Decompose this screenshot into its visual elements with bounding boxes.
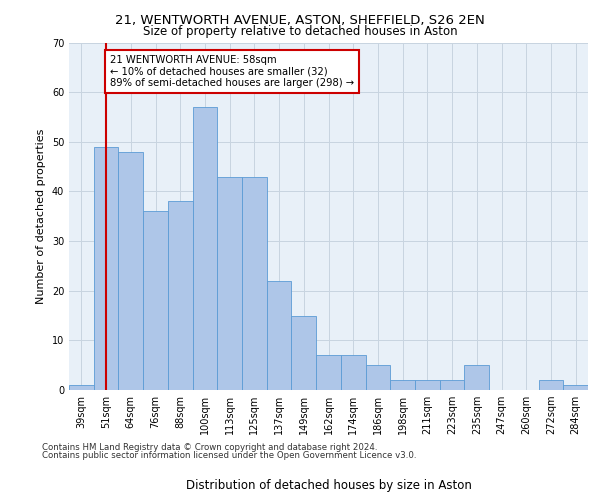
Bar <box>415 380 440 390</box>
Bar <box>242 176 267 390</box>
Text: 21 WENTWORTH AVENUE: 58sqm
← 10% of detached houses are smaller (32)
89% of semi: 21 WENTWORTH AVENUE: 58sqm ← 10% of deta… <box>110 55 354 88</box>
Bar <box>440 380 464 390</box>
Text: 21, WENTWORTH AVENUE, ASTON, SHEFFIELD, S26 2EN: 21, WENTWORTH AVENUE, ASTON, SHEFFIELD, … <box>115 14 485 27</box>
Text: Distribution of detached houses by size in Aston: Distribution of detached houses by size … <box>186 480 472 492</box>
Bar <box>464 365 489 390</box>
Bar <box>193 107 217 390</box>
Y-axis label: Number of detached properties: Number of detached properties <box>36 128 46 304</box>
Bar <box>390 380 415 390</box>
Bar <box>69 385 94 390</box>
Bar <box>267 281 292 390</box>
Bar <box>316 355 341 390</box>
Bar <box>94 147 118 390</box>
Bar <box>143 212 168 390</box>
Bar <box>292 316 316 390</box>
Bar <box>539 380 563 390</box>
Text: Size of property relative to detached houses in Aston: Size of property relative to detached ho… <box>143 25 457 38</box>
Bar <box>217 176 242 390</box>
Text: Contains HM Land Registry data © Crown copyright and database right 2024.: Contains HM Land Registry data © Crown c… <box>42 442 377 452</box>
Bar <box>341 355 365 390</box>
Bar <box>365 365 390 390</box>
Bar <box>168 202 193 390</box>
Text: Contains public sector information licensed under the Open Government Licence v3: Contains public sector information licen… <box>42 451 416 460</box>
Bar <box>563 385 588 390</box>
Bar <box>118 152 143 390</box>
